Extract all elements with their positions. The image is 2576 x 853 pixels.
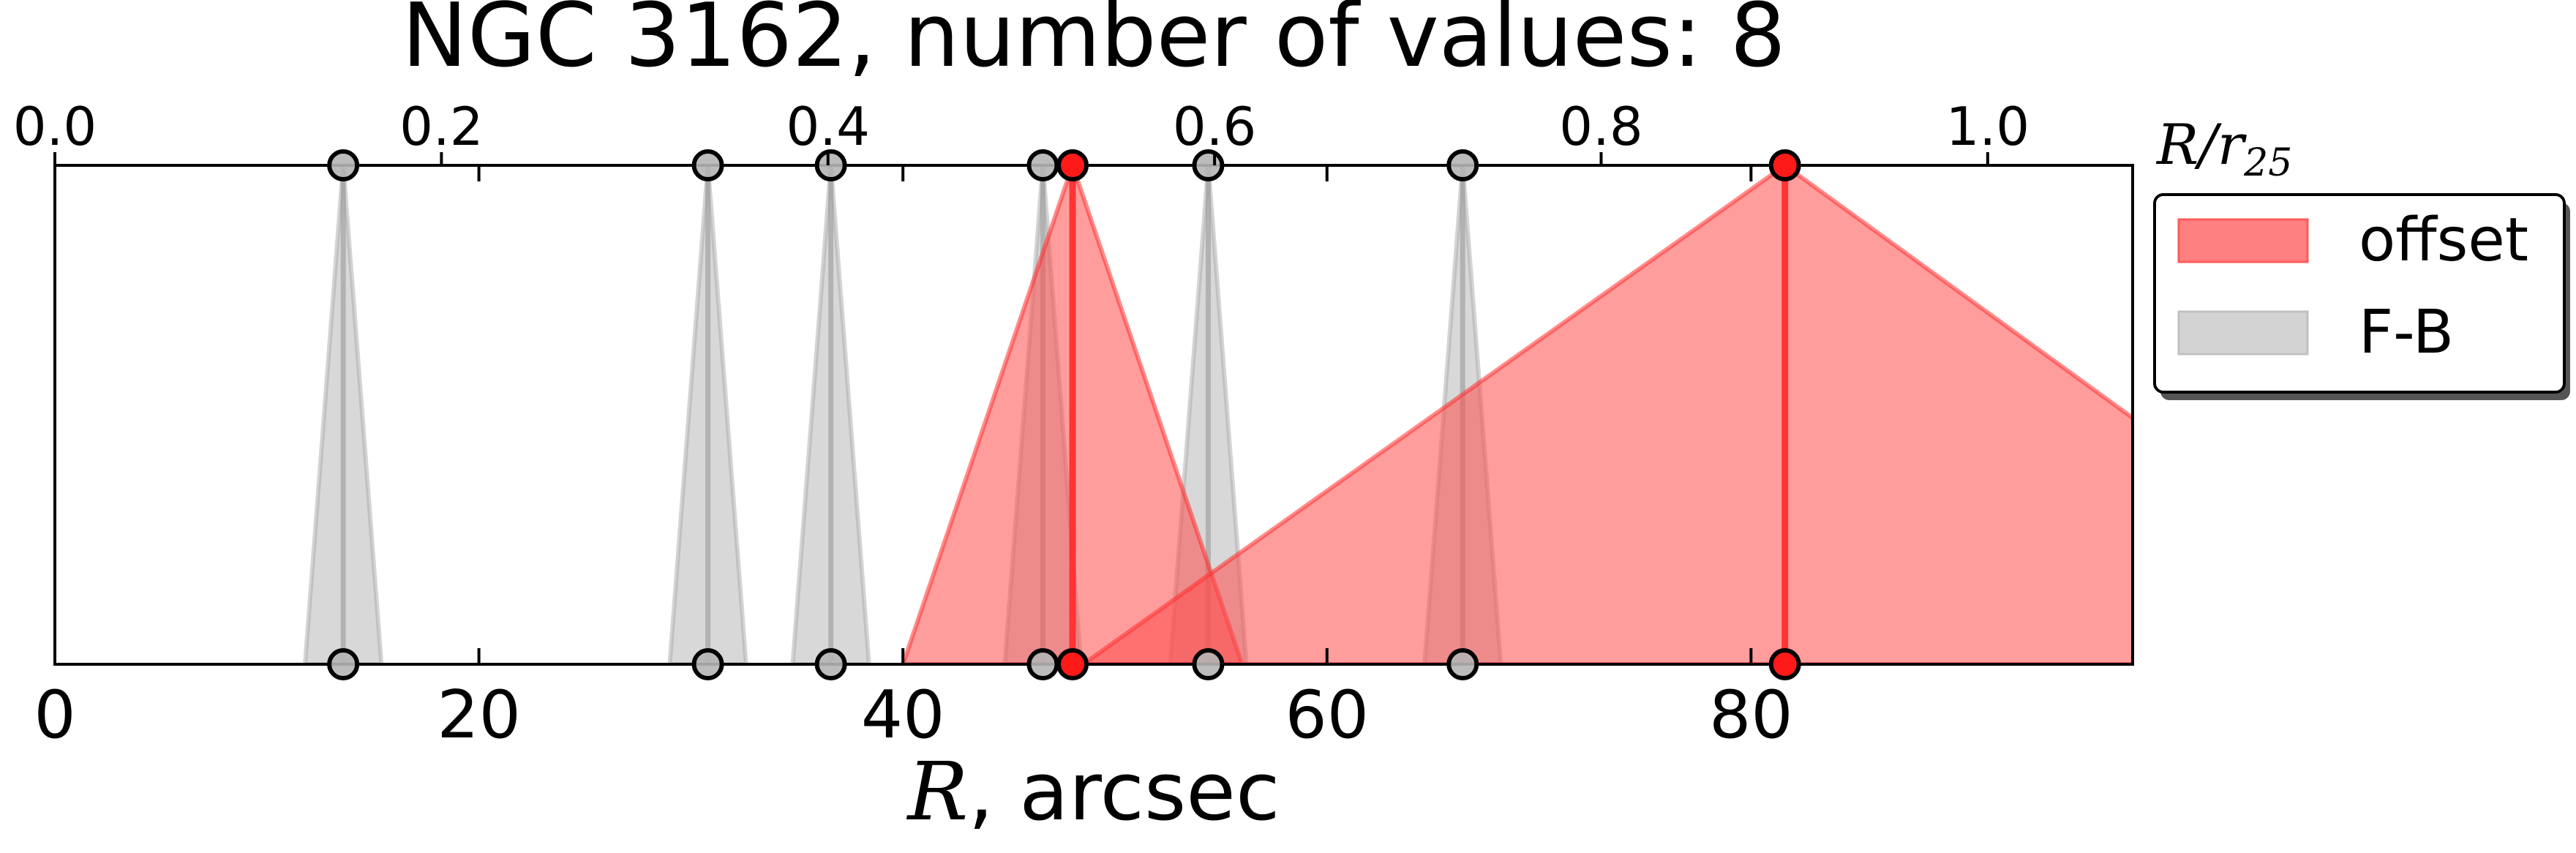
chart-title: NGC 3162, number of values: 8	[402, 0, 1786, 87]
F-B-marker-top-2	[814, 149, 847, 181]
F-B-marker-bottom-4	[1192, 648, 1225, 680]
F-B-marker-bottom-2	[814, 648, 847, 680]
offset-marker-top-0	[1056, 149, 1089, 181]
top-tick-label-5: 1.0	[1946, 96, 2030, 157]
top-tick-label-1: 0.2	[399, 96, 484, 157]
F-B-marker-top-0	[327, 149, 360, 181]
F-B-marker-top-5	[1446, 149, 1479, 181]
F-B-marker-bottom-5	[1446, 648, 1479, 680]
offset-triangle-1	[1079, 165, 2133, 664]
top-tick-label-4: 0.8	[1559, 96, 1643, 157]
x-axis-label: R, arcsec	[906, 745, 1280, 838]
offset-marker-top-1	[1768, 149, 1801, 181]
offset-marker-bottom-1	[1768, 648, 1801, 680]
x-tick-label-1: 20	[437, 677, 521, 754]
legend-swatch-offset	[2177, 218, 2309, 263]
top-axis-label-var: R/r	[2155, 112, 2248, 177]
legend-swatch-fb	[2177, 310, 2309, 356]
offset-marker-bottom-0	[1056, 648, 1089, 680]
plot-frame	[53, 164, 2134, 666]
x-axis-label-var: R	[906, 745, 969, 838]
F-B-marker-top-1	[691, 149, 724, 181]
x-tick-label-4: 80	[1709, 677, 1793, 754]
x-tick-label-3: 60	[1285, 677, 1370, 754]
F-B-marker-bottom-0	[327, 648, 360, 680]
legend: offset F-B	[2153, 193, 2570, 400]
F-B-marker-bottom-3	[1026, 648, 1059, 680]
legend-label-offset: offset	[2359, 206, 2528, 275]
x-axis-label-unit: , arcsec	[968, 745, 1280, 838]
top-tick-label-2: 0.4	[786, 96, 870, 157]
x-tick-label-0: 0	[34, 677, 75, 754]
F-B-marker-bottom-1	[691, 648, 724, 680]
top-axis-label: R/r25	[2155, 112, 2292, 185]
top-tick-label-3: 0.6	[1173, 96, 1257, 157]
F-B-marker-top-3	[1026, 149, 1059, 181]
legend-label-fb: F-B	[2359, 298, 2454, 367]
top-axis-label-sub: 25	[2243, 141, 2292, 185]
x-tick-label-2: 40	[861, 677, 945, 754]
top-tick-label-0: 0.0	[13, 96, 97, 157]
